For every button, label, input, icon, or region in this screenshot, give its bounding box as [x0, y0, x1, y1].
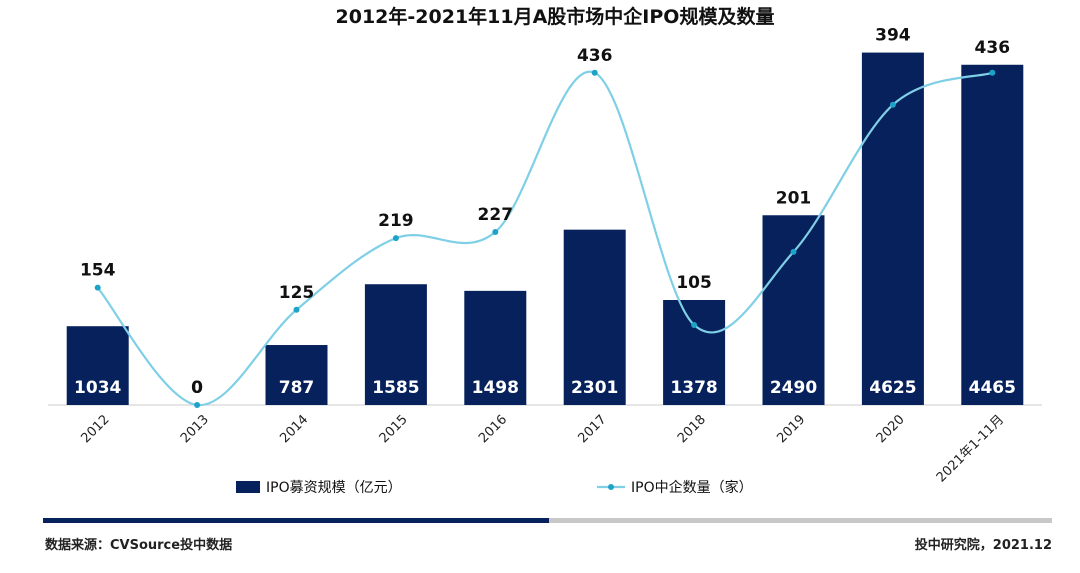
legend: IPO募资规模（亿元） IPO中企数量（家）: [236, 479, 753, 496]
bar-value-label: 1498: [472, 378, 519, 398]
bar-2012: [66, 326, 129, 405]
bar-2018: [663, 299, 726, 405]
chart-title: 2012年-2021年11月A股市场中企IPO规模及数量: [336, 5, 775, 28]
bar-value-label: 1378: [670, 378, 717, 398]
progress-bar-filled: [43, 518, 549, 523]
bar-value-label: 2301: [571, 378, 618, 398]
count-value-label: 394: [875, 26, 911, 46]
x-tick-label: 2012: [79, 412, 113, 446]
bar-value-label: 0: [191, 378, 203, 398]
x-tick-label: 2016: [476, 412, 510, 446]
bar-2016: [464, 290, 527, 405]
count-value-label: 0: [191, 378, 203, 398]
count-point-2020: [889, 101, 896, 108]
count-value-label: 154: [80, 261, 116, 281]
bar-value-label: 2490: [770, 378, 817, 398]
x-tick-label: 2015: [377, 412, 411, 446]
x-tick-label: 2021年1-11月: [934, 412, 1007, 485]
count-value-label: 125: [279, 283, 315, 303]
count-point-2019: [790, 248, 797, 255]
count-point-2012: [94, 284, 101, 291]
bar-value-label: 4625: [869, 378, 916, 398]
count-value-label: 105: [676, 273, 712, 293]
count-value-label: 219: [378, 211, 414, 231]
count-line: [96, 70, 993, 407]
x-tick-label: 2017: [576, 412, 610, 446]
bar-2021年1-11月: [961, 64, 1024, 405]
bar-2019: [762, 215, 825, 405]
count-point-2018: [691, 321, 698, 328]
labels-group: 1034 0 787 1585 1498 2301 1378 2490 4625 44651540…: [74, 26, 1016, 398]
count-point-2014: [293, 306, 300, 313]
progress-bar-track: [549, 518, 1052, 523]
x-tick-label: 2019: [774, 412, 808, 446]
bar-value-label: 4465: [969, 378, 1016, 398]
bar-2020: [861, 52, 924, 405]
count-point-2015: [392, 235, 399, 242]
count-point-2017: [591, 69, 598, 76]
x-tick-label: 2020: [874, 412, 908, 446]
line-group: [94, 69, 996, 408]
count-value-label: 436: [577, 46, 613, 66]
count-point-2021年1-11月: [989, 69, 996, 76]
legend-line-label: IPO中企数量（家）: [631, 479, 753, 496]
bar-2015: [364, 284, 427, 405]
bar-2017: [563, 229, 626, 405]
legend-bar-label: IPO募资规模（亿元）: [266, 480, 402, 496]
bar-value-label: 1034: [74, 378, 121, 398]
count-value-label: 436: [975, 38, 1011, 58]
count-point-2016: [492, 229, 499, 236]
credit-text: 投中研究院，2021.12: [915, 537, 1052, 553]
x-tick-label: 2018: [675, 412, 709, 446]
count-point-2013: [194, 402, 201, 408]
bar-2014: [265, 345, 328, 405]
bars-group: [66, 52, 1024, 405]
bar-value-label: 1585: [372, 378, 419, 398]
x-tick-labels: 2012 2013 2014 2015 2016 2017 2018 2019 2020 2021…: [79, 412, 1008, 485]
count-value-label: 201: [776, 188, 812, 208]
bar-value-label: 787: [279, 378, 315, 398]
legend-line-marker: [608, 484, 614, 490]
legend-bar-swatch: [236, 481, 260, 493]
source-text: 数据来源：CVSource投中数据: [45, 537, 232, 553]
x-tick-label: 2014: [277, 412, 311, 446]
x-tick-label: 2013: [178, 412, 212, 446]
count-value-label: 227: [478, 205, 514, 225]
